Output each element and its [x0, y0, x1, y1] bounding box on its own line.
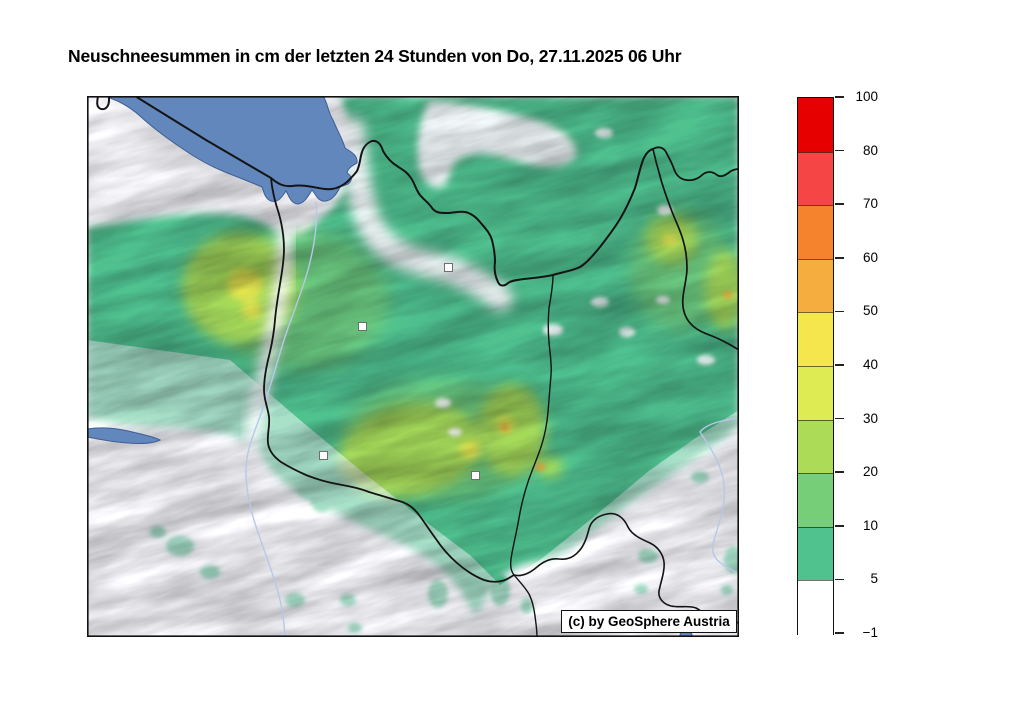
colorbar-tick-label: 30 — [862, 410, 878, 426]
colorbar-segment — [798, 258, 833, 314]
colorbar-tick-label: 40 — [862, 357, 878, 372]
colorbar-tick — [835, 578, 844, 581]
country-borders — [96, 96, 739, 637]
colorbar-tick — [835, 364, 844, 366]
map-canvas — [87, 96, 739, 637]
colorbar-tick — [835, 525, 844, 527]
colorbar-tick — [835, 632, 844, 634]
station-marker — [471, 471, 480, 480]
colorbar-segment — [798, 473, 833, 528]
colorbar-tick-label: −1 — [862, 625, 878, 640]
colorbar-segment — [798, 419, 833, 475]
station-marker — [319, 451, 328, 460]
hillshade-texture — [87, 96, 739, 637]
lake-bodensee — [104, 96, 358, 205]
colorbar-tick-label: 10 — [862, 517, 878, 533]
river-rhine — [245, 201, 318, 637]
colorbar-tick-label: 50 — [862, 303, 878, 319]
colorbar-tick-label: 60 — [862, 249, 878, 265]
colorbar-tick-label: 100 — [855, 89, 878, 104]
colorbar-segment — [798, 312, 833, 367]
colorbar-tick-label: 5 — [870, 571, 878, 587]
colorbar-segment — [798, 151, 833, 207]
colorbar-segment — [798, 366, 833, 421]
colorbar-tick — [835, 310, 844, 313]
colorbar-tick-label: 70 — [862, 196, 878, 212]
colorbar-tick — [835, 471, 844, 473]
colorbar-segment — [798, 526, 833, 582]
colorbar-tick — [835, 417, 844, 420]
colorbar-tick — [835, 149, 844, 152]
colorbar-tick — [835, 96, 844, 98]
river-inn — [699, 417, 739, 575]
colorbar-segment — [798, 98, 833, 152]
colorbar-tick — [835, 257, 844, 259]
colorbar-tick-label: 80 — [862, 142, 878, 158]
colorbar-segment — [798, 205, 833, 260]
copyright-badge: (c) by GeoSphere Austria — [561, 610, 737, 633]
map-frame — [87, 96, 739, 637]
page-title: Neuschneesummen in cm der letzten 24 Stu… — [68, 46, 682, 66]
colorbar — [797, 97, 834, 635]
station-marker — [444, 263, 453, 272]
colorbar-tick — [835, 203, 844, 205]
colorbar-tick-label: 20 — [862, 464, 878, 480]
colorbar-segment — [798, 580, 833, 635]
station-marker — [358, 322, 367, 331]
